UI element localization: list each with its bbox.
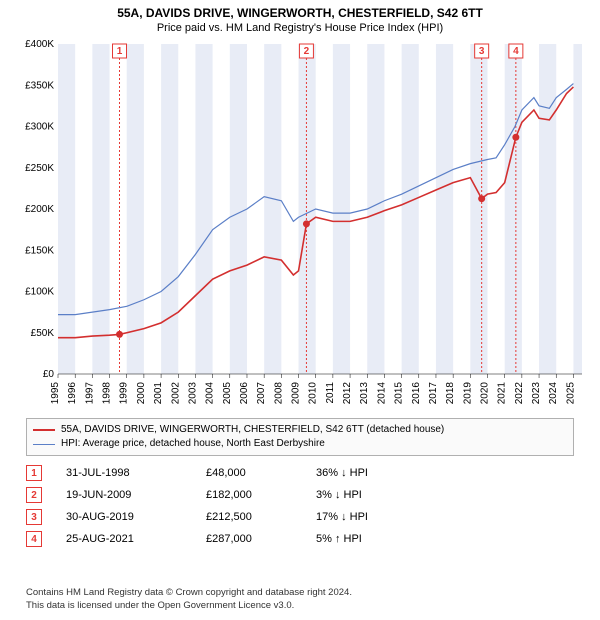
sale-price: £212,500	[206, 511, 316, 523]
svg-text:2002: 2002	[170, 382, 181, 405]
sale-date: 19-JUN-2009	[66, 489, 206, 501]
svg-text:£250K: £250K	[25, 163, 54, 174]
svg-text:1998: 1998	[102, 382, 113, 405]
legend-label: 55A, DAVIDS DRIVE, WINGERWORTH, CHESTERF…	[61, 423, 444, 437]
legend-item: HPI: Average price, detached house, Nort…	[33, 437, 567, 451]
legend: 55A, DAVIDS DRIVE, WINGERWORTH, CHESTERF…	[26, 418, 574, 456]
svg-text:1997: 1997	[84, 382, 95, 405]
footer-line: Contains HM Land Registry data © Crown c…	[26, 586, 352, 599]
svg-text:2016: 2016	[411, 382, 422, 405]
svg-text:2015: 2015	[394, 382, 405, 405]
sale-diff: 17% ↓ HPI	[316, 511, 426, 523]
sale-diff: 3% ↓ HPI	[316, 489, 426, 501]
svg-text:2025: 2025	[565, 382, 576, 405]
svg-text:£350K: £350K	[25, 80, 54, 91]
svg-text:2011: 2011	[325, 382, 336, 404]
page-title: 55A, DAVIDS DRIVE, WINGERWORTH, CHESTERF…	[0, 6, 600, 20]
sale-date: 25-AUG-2021	[66, 533, 206, 545]
svg-text:2003: 2003	[187, 382, 198, 405]
legend-swatch-icon	[33, 444, 55, 445]
svg-text:£150K: £150K	[25, 245, 54, 256]
svg-text:2013: 2013	[359, 382, 370, 405]
legend-swatch-icon	[33, 429, 55, 431]
sale-date: 31-JUL-1998	[66, 467, 206, 479]
svg-text:2022: 2022	[514, 382, 525, 405]
svg-text:2007: 2007	[256, 382, 267, 405]
svg-text:£50K: £50K	[31, 328, 55, 339]
page-root: 55A, DAVIDS DRIVE, WINGERWORTH, CHESTERF…	[0, 0, 600, 620]
table-row: 4 25-AUG-2021 £287,000 5% ↑ HPI	[26, 528, 426, 550]
legend-item: 55A, DAVIDS DRIVE, WINGERWORTH, CHESTERF…	[33, 423, 567, 437]
table-row: 1 31-JUL-1998 £48,000 36% ↓ HPI	[26, 462, 426, 484]
svg-text:2000: 2000	[136, 382, 147, 405]
table-row: 2 19-JUN-2009 £182,000 3% ↓ HPI	[26, 484, 426, 506]
sale-marker-icon: 2	[26, 487, 42, 503]
sale-price: £287,000	[206, 533, 316, 545]
svg-text:2018: 2018	[445, 382, 456, 405]
table-row: 3 30-AUG-2019 £212,500 17% ↓ HPI	[26, 506, 426, 528]
sale-diff: 5% ↑ HPI	[316, 533, 426, 545]
svg-text:2021: 2021	[497, 382, 508, 405]
svg-text:3: 3	[479, 46, 485, 57]
svg-text:2020: 2020	[480, 382, 491, 405]
sales-table: 1 31-JUL-1998 £48,000 36% ↓ HPI 2 19-JUN…	[26, 462, 426, 550]
sale-marker-icon: 1	[26, 465, 42, 481]
svg-text:2: 2	[304, 46, 310, 57]
sale-price: £48,000	[206, 467, 316, 479]
sale-marker-icon: 3	[26, 509, 42, 525]
svg-text:£100K: £100K	[25, 287, 54, 298]
svg-text:2004: 2004	[205, 382, 216, 405]
svg-text:2019: 2019	[462, 382, 473, 405]
footer-line: This data is licensed under the Open Gov…	[26, 599, 352, 612]
svg-text:2024: 2024	[548, 382, 559, 405]
svg-text:2005: 2005	[222, 382, 233, 405]
svg-text:2017: 2017	[428, 382, 439, 405]
svg-text:4: 4	[513, 46, 519, 57]
svg-text:£0: £0	[43, 369, 55, 380]
chart-container: £0 £50K £100K £150K £200K £250K £300K £350K £400…	[10, 40, 590, 410]
page-subtitle: Price paid vs. HM Land Registry's House …	[0, 22, 600, 34]
svg-text:£400K: £400K	[25, 40, 54, 50]
sale-diff: 36% ↓ HPI	[316, 467, 426, 479]
svg-text:£200K: £200K	[25, 204, 54, 215]
svg-text:1: 1	[117, 46, 123, 57]
svg-text:2008: 2008	[273, 382, 284, 405]
svg-text:2010: 2010	[308, 382, 319, 405]
svg-text:2023: 2023	[531, 382, 542, 405]
legend-label: HPI: Average price, detached house, Nort…	[61, 437, 325, 451]
svg-text:1999: 1999	[119, 382, 130, 405]
line-chart: £0 £50K £100K £150K £200K £250K £300K £350K £400…	[10, 40, 590, 410]
svg-text:1996: 1996	[67, 382, 78, 405]
footer-attribution: Contains HM Land Registry data © Crown c…	[26, 586, 352, 612]
svg-text:2012: 2012	[342, 382, 353, 405]
sale-marker-icon: 4	[26, 531, 42, 547]
sale-date: 30-AUG-2019	[66, 511, 206, 523]
svg-text:£300K: £300K	[25, 122, 54, 133]
svg-text:2009: 2009	[291, 382, 302, 405]
sale-price: £182,000	[206, 489, 316, 501]
svg-text:1995: 1995	[50, 382, 61, 405]
svg-text:2001: 2001	[153, 382, 164, 405]
svg-text:2014: 2014	[376, 382, 387, 405]
svg-text:2006: 2006	[239, 382, 250, 405]
